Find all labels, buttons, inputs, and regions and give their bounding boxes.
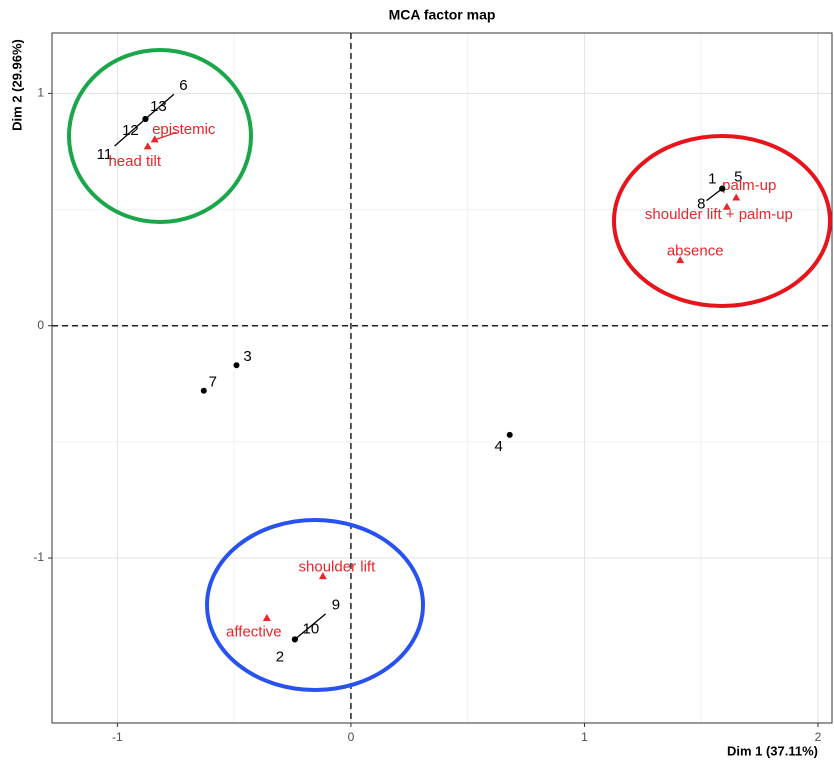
- modality-point: [676, 256, 685, 264]
- modality-point: [143, 142, 152, 150]
- y-tick-label: -1: [33, 550, 44, 564]
- individual-point: [506, 431, 513, 438]
- x-tick-label: 1: [581, 730, 588, 744]
- y-tick-label: 0: [37, 318, 44, 332]
- leader-line: [706, 188, 723, 202]
- point-label: palm-up: [722, 177, 776, 194]
- modality-point: [262, 613, 271, 621]
- individual-point: [142, 115, 149, 122]
- leader-line: [144, 93, 175, 120]
- point-label: 13: [150, 98, 167, 115]
- x-tick-label: 0: [348, 730, 355, 744]
- point-label: 5: [734, 169, 742, 186]
- cluster-ellipse: [612, 134, 832, 308]
- y-axis-title: Dim 2 (29.96%): [9, 39, 24, 131]
- point-label: 8: [697, 196, 705, 213]
- plot-border: [51, 32, 833, 724]
- point-label: 6: [179, 77, 187, 94]
- individual-point: [291, 636, 298, 643]
- point-label: 10: [303, 620, 320, 637]
- y-tick-label: 1: [37, 86, 44, 100]
- modality-point: [732, 193, 741, 201]
- point-label: epistemic: [152, 121, 216, 138]
- point-label: 7: [209, 374, 217, 391]
- x-axis-title: Dim 1 (37.11%): [727, 743, 818, 758]
- individual-point: [200, 387, 207, 394]
- leader-line: [114, 118, 146, 147]
- point-label: 3: [243, 348, 251, 365]
- point-label: 9: [332, 596, 340, 613]
- point-label: 2: [276, 648, 284, 665]
- modality-point: [318, 572, 327, 580]
- chart-title: MCA factor map: [389, 7, 496, 23]
- point-label: shoulder lift: [299, 559, 377, 576]
- x-tick-label: 2: [815, 730, 822, 744]
- leader-line: [294, 613, 327, 640]
- point-label: head tilt: [108, 153, 161, 170]
- point-label: 4: [495, 438, 503, 455]
- modality-point: [722, 202, 731, 210]
- individual-point: [233, 362, 240, 369]
- cluster-ellipse: [67, 48, 253, 224]
- individual-point: [719, 185, 726, 192]
- x-tick-label: -1: [112, 730, 123, 744]
- cluster-ellipse: [205, 518, 425, 692]
- modality-point: [150, 135, 159, 143]
- leader-line: [154, 131, 177, 141]
- point-label: absence: [667, 243, 724, 260]
- point-label: 1: [708, 171, 716, 188]
- point-label: shoulder lift + palm-up: [645, 206, 793, 223]
- point-label: affective: [226, 623, 282, 640]
- point-label: 11: [97, 146, 113, 163]
- point-label: 12: [122, 122, 139, 139]
